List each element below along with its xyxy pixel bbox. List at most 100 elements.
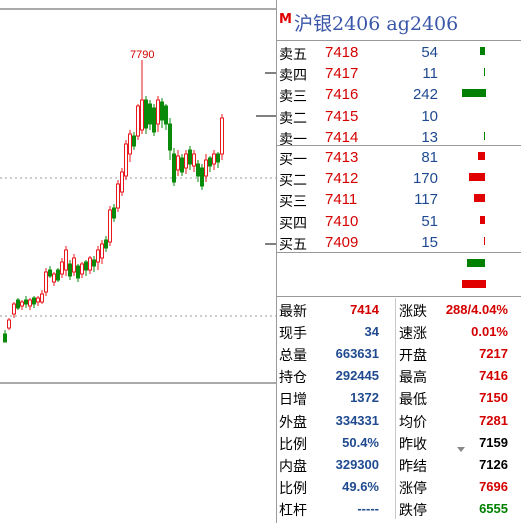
ask-volume-bar (484, 131, 485, 140)
candle-up (44, 271, 48, 293)
candle-up (100, 243, 104, 259)
stat-label: 最低 (399, 392, 427, 409)
stat-label: 均价 (399, 414, 427, 431)
bid-volume-bar (484, 236, 485, 245)
stat-label: 速涨 (399, 326, 427, 343)
candle-down (188, 149, 192, 165)
bid-volume: 15 (421, 233, 438, 251)
stat-label: 涨停 (399, 480, 427, 497)
ask-price: 7416 (325, 86, 359, 104)
candles (3, 60, 224, 343)
bid-price: 7409 (325, 233, 359, 251)
candle-up (140, 99, 144, 131)
candle-down (208, 157, 212, 167)
candle-up (176, 155, 180, 171)
stat-row: 比例 50.4% 昨收 7159 (277, 431, 521, 453)
stat-value: 288/4.04% (445, 302, 508, 317)
market-mark-icon: M (279, 12, 292, 27)
stat-label: 昨收 (399, 436, 427, 453)
candle-down (16, 299, 20, 309)
divider (277, 252, 521, 253)
candle-down (56, 269, 60, 281)
stat-row: 现手 34 速涨 0.01% (277, 320, 521, 342)
stat-value: 292445 (335, 368, 379, 384)
candle-down (92, 259, 96, 267)
stat-value: 329300 (335, 456, 379, 472)
stat-value: 0.01% (471, 324, 508, 340)
bid-volume-bar (480, 215, 485, 224)
stat-label: 持仓 (279, 370, 307, 387)
candle-up (212, 153, 216, 165)
ask-level-label: 卖五 (279, 47, 307, 63)
stat-label: 开盘 (399, 348, 427, 365)
ask-volume: 242 (412, 86, 438, 104)
candle-down (160, 101, 164, 121)
candle-up (7, 319, 11, 329)
stat-label: 涨跌 (399, 304, 427, 320)
dropdown-arrow-icon[interactable] (457, 447, 465, 452)
candle-up (64, 249, 68, 271)
stat-value: 7150 (479, 390, 508, 406)
bid-volume: 170 (412, 170, 438, 188)
ask-row[interactable]: 卖二 7415 10 (277, 106, 521, 127)
ask-row[interactable]: 卖五 7418 54 (277, 42, 521, 63)
candle-down (148, 103, 152, 125)
stat-value: 7159 (479, 434, 508, 450)
stat-value: 49.6% (342, 478, 379, 494)
stat-label: 比例 (279, 436, 307, 453)
ask-volume: 11 (422, 65, 438, 83)
ask-price: 7417 (325, 65, 359, 83)
candle-down (76, 265, 80, 279)
candle-up (120, 171, 124, 193)
ask-volume: 10 (421, 107, 438, 125)
stat-value: 7281 (479, 412, 508, 428)
candle-up (96, 249, 100, 263)
stat-row: 最新 7414 涨跌 288/4.04% (277, 298, 521, 320)
stat-row: 比例 49.6% 涨停 7696 (277, 475, 521, 497)
stat-value: 7696 (479, 478, 508, 494)
ask-row[interactable]: 卖四 7417 11 (277, 63, 521, 84)
bid-volume: 117 (414, 191, 438, 209)
stat-label: 昨结 (399, 458, 427, 475)
bid-row[interactable]: 买四 7410 51 (277, 211, 521, 232)
divider (277, 296, 521, 297)
stat-value: 7217 (479, 346, 508, 362)
stat-row: 日增 1372 最低 7150 (277, 386, 521, 408)
candlestick-chart[interactable]: 7790 (0, 0, 276, 523)
candle-up (36, 297, 40, 303)
total-row[interactable] (277, 254, 521, 275)
ask-row[interactable]: 卖三 7416 242 (277, 84, 521, 105)
stat-label: 杠杆 (279, 502, 307, 519)
bid-level-label: 买四 (279, 215, 307, 232)
candle-down (216, 153, 220, 163)
contract-name: 沪银2406 ag2406 (294, 13, 459, 35)
total-row[interactable] (277, 275, 521, 296)
candle-up (40, 293, 44, 303)
bid-row[interactable]: 买五 7409 15 (277, 232, 521, 253)
stat-value: 1372 (350, 390, 379, 406)
bid-price: 7411 (325, 191, 358, 209)
ask-volume-bar (484, 68, 485, 77)
bid-price: 7410 (325, 212, 359, 230)
candle-down (104, 239, 108, 249)
candle-up (80, 263, 84, 275)
candle-down (172, 153, 176, 183)
ask-volume-bar (462, 89, 486, 98)
ask-volume: 54 (421, 44, 438, 61)
candle-up (116, 183, 120, 209)
stat-value: ----- (357, 500, 379, 516)
stat-value: 6555 (479, 500, 508, 516)
bid-row[interactable]: 买二 7412 170 (277, 168, 521, 189)
divider (277, 40, 521, 41)
bid-row[interactable]: 买一 7413 81 (277, 147, 521, 168)
ask-price: 7418 (325, 44, 359, 61)
stat-value: 7126 (479, 456, 508, 472)
bid-row[interactable]: 买三 7411 117 (277, 189, 521, 210)
stat-value: 50.4% (342, 434, 379, 450)
candle-up (220, 117, 224, 155)
stat-label: 外盘 (279, 414, 307, 431)
ask-row[interactable]: 卖一 7414 13 (277, 127, 521, 148)
stat-row: 杠杆 ----- 跌停 6555 (277, 497, 521, 519)
candle-down (164, 105, 168, 125)
bid-volume: 51 (421, 212, 438, 230)
